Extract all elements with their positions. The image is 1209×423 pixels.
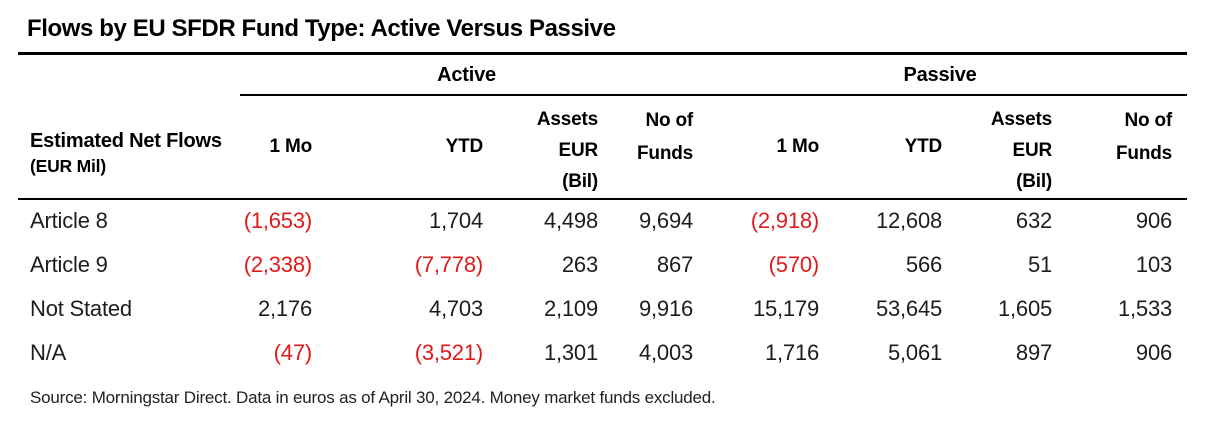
report: Flows by EU SFDR Fund Type: Active Versu… bbox=[18, 15, 1188, 408]
cell-value: 15,179 bbox=[752, 295, 820, 321]
cell-value: 4,498 bbox=[543, 208, 598, 234]
cell-value: 906 bbox=[1135, 339, 1173, 365]
cell-value: 5,061 bbox=[887, 339, 943, 365]
cell-value: 897 bbox=[1015, 339, 1053, 365]
cell-value: 4,703 bbox=[428, 295, 483, 321]
cell-value: 906 bbox=[1135, 208, 1173, 234]
col-header-active-ytd: YTD bbox=[312, 94, 483, 200]
row-label: N/A bbox=[30, 339, 67, 365]
cell-value: 1,704 bbox=[428, 208, 483, 234]
cell-value: 53,645 bbox=[875, 295, 943, 321]
cell-value: (2,918) bbox=[750, 208, 820, 234]
cell-value: 566 bbox=[905, 251, 943, 277]
cell-value: 103 bbox=[1135, 251, 1173, 277]
cell-value: 867 bbox=[656, 251, 694, 277]
report-title: Flows by EU SFDR Fund Type: Active Versu… bbox=[18, 15, 1187, 55]
table-row: Not Stated 2,176 4,703 2,109 9,916 15,179 53,6… bbox=[18, 287, 1187, 331]
row-axis-header: Estimated Net Flows (EUR Mil) bbox=[18, 54, 240, 200]
cell-value: (2,338) bbox=[243, 251, 313, 277]
col-header-active-1mo: 1 Mo bbox=[240, 94, 312, 200]
table-row: N/A (47) (3,521) 1,301 4,003 1,716 5,061 897 906 bbox=[18, 331, 1187, 375]
row-label: Not Stated bbox=[30, 295, 132, 321]
cell-value: 1,301 bbox=[543, 339, 598, 365]
source-note: Source: Morningstar Direct. Data in euro… bbox=[30, 387, 716, 407]
cell-value: 632 bbox=[1015, 208, 1053, 234]
col-header-passive-assets: Assets EUR (Bil) bbox=[942, 94, 1052, 200]
cell-value: 9,916 bbox=[638, 295, 694, 321]
table-row: Article 9 (2,338) (7,778) 263 867 (570) 566 51 1… bbox=[18, 243, 1187, 287]
col-header-passive-1mo: 1 Mo bbox=[693, 94, 819, 200]
cell-value: 1,533 bbox=[1117, 295, 1173, 321]
cell-value: (1,653) bbox=[243, 208, 313, 234]
cell-value: (3,521) bbox=[414, 339, 484, 365]
cell-value: 4,003 bbox=[638, 339, 694, 365]
column-group-row: Estimated Net Flows (EUR Mil) Active Pas… bbox=[18, 54, 1188, 200]
table-body: Article 8 (1,653) 1,704 4,498 9,694 (2,918) 12… bbox=[18, 199, 1187, 375]
col-header-passive-funds: No of Funds bbox=[1052, 94, 1188, 200]
cell-value: (570) bbox=[768, 251, 820, 277]
column-group-passive: Passive bbox=[693, 54, 1188, 96]
row-axis-header-line2: (EUR Mil) bbox=[30, 155, 106, 176]
cell-value: 1,605 bbox=[997, 295, 1053, 321]
table-row: Article 8 (1,653) 1,704 4,498 9,694 (2,918) 12… bbox=[18, 199, 1187, 243]
row-label: Article 8 bbox=[30, 208, 108, 234]
row-label: Article 9 bbox=[30, 251, 108, 277]
col-header-active-funds: No of Funds bbox=[598, 94, 693, 200]
cell-value: 2,176 bbox=[257, 295, 312, 321]
cell-value: 9,694 bbox=[638, 208, 694, 234]
column-group-active: Active bbox=[240, 54, 694, 96]
cell-value: (47) bbox=[273, 339, 313, 365]
cell-value: (7,778) bbox=[414, 251, 484, 277]
cell-value: 263 bbox=[561, 251, 598, 277]
flows-table: Estimated Net Flows (EUR Mil) Active Pas… bbox=[18, 54, 1188, 375]
col-header-passive-ytd: YTD bbox=[819, 94, 942, 200]
cell-value: 51 bbox=[1027, 251, 1053, 277]
cell-value: 1,716 bbox=[764, 339, 820, 365]
cell-value: 2,109 bbox=[543, 295, 598, 321]
column-header-row: 1 Mo YTD Assets EUR (Bil) No of Funds 1 … bbox=[18, 94, 1188, 200]
row-axis-header-line1: Estimated Net Flows bbox=[30, 129, 222, 152]
cell-value: 12,608 bbox=[875, 208, 943, 234]
col-header-active-assets: Assets EUR (Bil) bbox=[483, 94, 598, 200]
